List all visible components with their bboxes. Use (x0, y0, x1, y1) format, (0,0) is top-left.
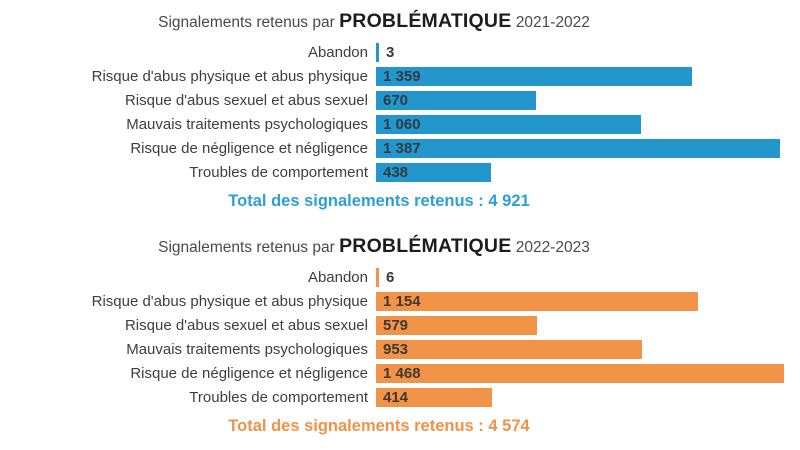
bar-area: 1 387 (376, 139, 800, 158)
chart-row: Risque de négligence et négligence 1 387 (0, 139, 800, 158)
category-label: Risque d'abus physique et abus physique (91, 293, 368, 310)
bar-area: 438 (376, 163, 800, 182)
title-emphasis: PROBLÉMATIQUE (339, 10, 512, 32)
bar (376, 43, 379, 62)
chart-row: Mauvais traitements psychologiques 1 060 (0, 115, 800, 134)
bar-area: 3 (376, 43, 800, 62)
bar (376, 163, 491, 182)
chart-row: Troubles de comportement 414 (0, 388, 800, 407)
value-label: 6 (386, 269, 395, 286)
category-label: Troubles de comportement (189, 164, 368, 181)
value-label: 1 359 (383, 68, 421, 85)
total-label: Total des signalements retenus : (228, 192, 484, 210)
category-label: Troubles de comportement (189, 389, 368, 406)
total-label: Total des signalements retenus : (228, 417, 484, 435)
bar (376, 139, 780, 158)
category-label: Abandon (307, 44, 368, 61)
bar (376, 316, 537, 335)
value-label: 1 468 (383, 365, 421, 382)
bar (376, 67, 692, 86)
category-label: Abandon (307, 269, 368, 286)
bar-area: 6 (376, 268, 800, 287)
category-label: Mauvais traitements psychologiques (126, 341, 368, 358)
chart-2022-2023: Signalements retenus par PROBLÉMATIQUE 2… (0, 233, 800, 436)
bar (376, 388, 492, 407)
bar-area: 1 060 (376, 115, 800, 134)
chart-row: Risque d'abus physique et abus physique 1… (0, 67, 800, 86)
bar (376, 91, 536, 110)
bar (376, 292, 698, 311)
value-label: 953 (383, 341, 409, 358)
total-value: 4 574 (488, 417, 530, 435)
bar-area: 1 154 (376, 292, 800, 311)
category-label: Risque de négligence et négligence (130, 365, 368, 382)
chart-row: Abandon 3 (0, 43, 800, 62)
bar-area: 953 (376, 340, 800, 359)
chart-row: Risque d'abus physique et abus physique 1… (0, 292, 800, 311)
total-value: 4 921 (488, 192, 530, 210)
bar-area: 1 359 (376, 67, 800, 86)
value-label: 1 060 (383, 116, 421, 133)
value-label: 670 (383, 92, 409, 109)
bar-area: 670 (376, 91, 800, 110)
value-label: 579 (383, 317, 409, 334)
category-label: Risque de négligence et négligence (130, 140, 368, 157)
chart-row: Risque de négligence et négligence 1 468 (0, 364, 800, 383)
chart-title: Signalements retenus par PROBLÉMATIQUE 2… (0, 233, 800, 260)
category-label: Risque d'abus sexuel et abus sexuel (124, 317, 368, 334)
bar (376, 268, 379, 287)
total-line: Total des signalements retenus : 4 921 (0, 191, 800, 211)
chart-row: Mauvais traitements psychologiques 953 (0, 340, 800, 359)
bar-rows: Abandon 6 Risque d'abus physique et abus p… (0, 268, 800, 407)
title-suffix: 2021-2022 (511, 14, 590, 31)
chart-row: Troubles de comportement 438 (0, 163, 800, 182)
bar (376, 115, 641, 134)
value-label: 3 (386, 44, 395, 61)
value-label: 1 154 (383, 293, 421, 310)
bar-rows: Abandon 3 Risque d'abus physique et abus p… (0, 43, 800, 182)
bar-area: 579 (376, 316, 800, 335)
total-line: Total des signalements retenus : 4 574 (0, 416, 800, 436)
chart-2021-2022: Signalements retenus par PROBLÉMATIQUE 2… (0, 8, 800, 211)
value-label: 1 387 (383, 140, 421, 157)
title-prefix: Signalements retenus par (158, 14, 340, 31)
title-prefix: Signalements retenus par (158, 239, 340, 256)
bar-area: 1 468 (376, 364, 800, 383)
value-label: 438 (383, 164, 409, 181)
chart-title: Signalements retenus par PROBLÉMATIQUE 2… (0, 8, 800, 35)
category-label: Mauvais traitements psychologiques (126, 116, 368, 133)
bar (376, 340, 642, 359)
title-emphasis: PROBLÉMATIQUE (339, 235, 512, 257)
category-label: Risque d'abus physique et abus physique (91, 68, 368, 85)
value-label: 414 (383, 389, 409, 406)
title-suffix: 2022-2023 (511, 239, 590, 256)
chart-row: Abandon 6 (0, 268, 800, 287)
category-label: Risque d'abus sexuel et abus sexuel (124, 92, 368, 109)
bar (376, 364, 784, 383)
chart-row: Risque d'abus sexuel et abus sexuel 670 (0, 91, 800, 110)
chart-row: Risque d'abus sexuel et abus sexuel 579 (0, 316, 800, 335)
bar-area: 414 (376, 388, 800, 407)
